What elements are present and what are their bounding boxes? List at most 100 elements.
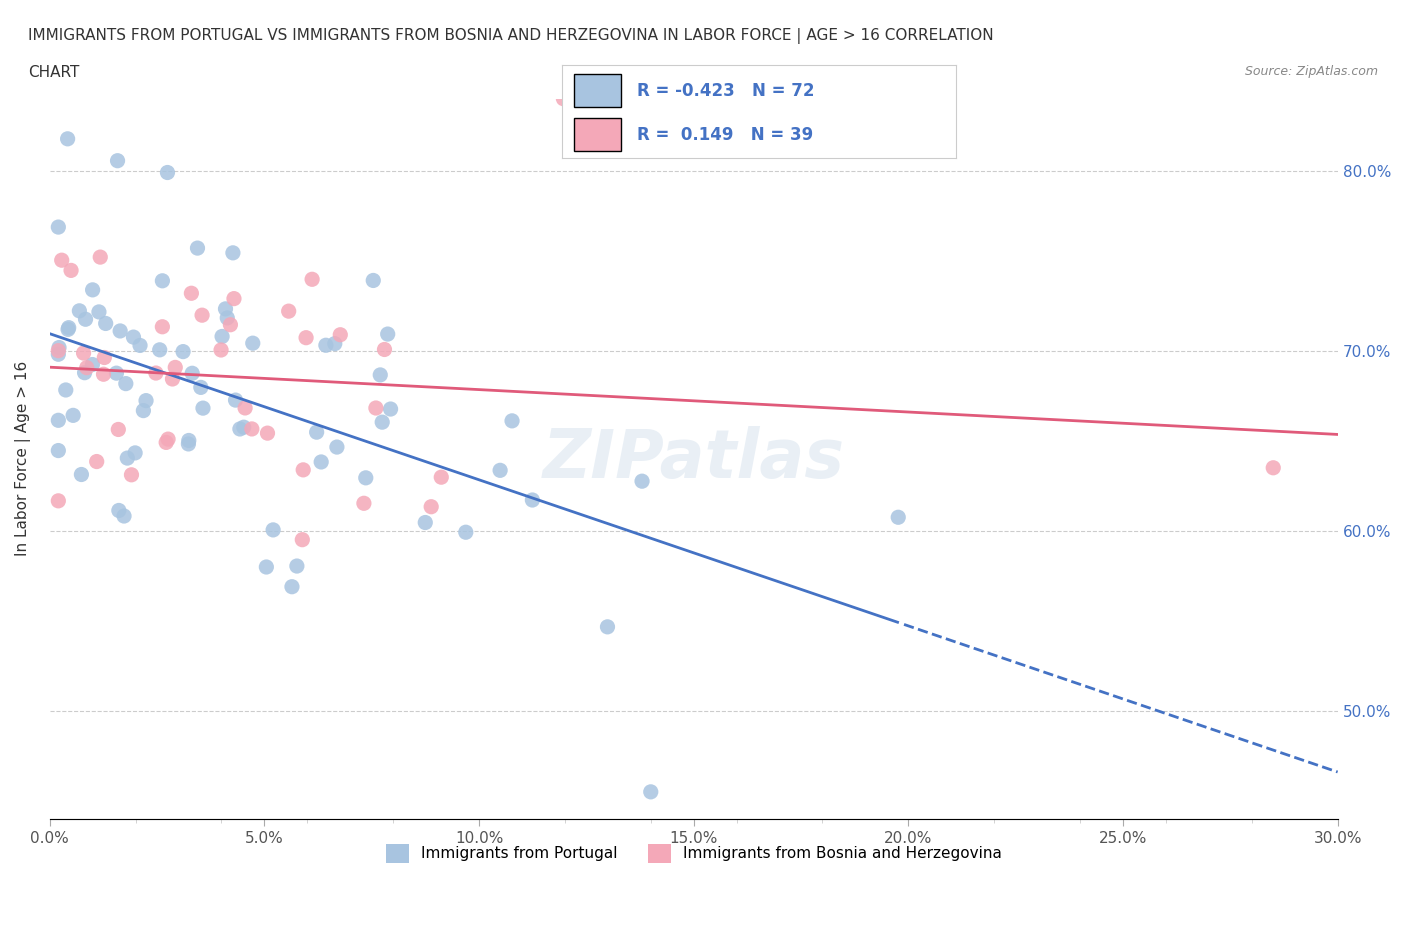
Point (162, 372, 184, 387)
Point (75, 312, 97, 326)
Point (291, 532, 314, 547)
Point (112, 509, 135, 524)
Point (46, 494, 69, 509)
Text: Source: ZipAtlas.com: Source: ZipAtlas.com (1244, 65, 1378, 78)
Point (371, 415, 394, 430)
Point (157, 432, 180, 446)
Point (301, 272, 323, 286)
Point (107, 153, 129, 168)
FancyBboxPatch shape (574, 118, 621, 151)
Point (177, 436, 200, 451)
Text: IMMIGRANTS FROM PORTUGAL VS IMMIGRANTS FROM BOSNIA AND HERZEGOVINA IN LABOR FORC: IMMIGRANTS FROM PORTUGAL VS IMMIGRANTS F… (28, 28, 994, 44)
Point (114, 376, 136, 391)
Point (277, 304, 299, 319)
Point (108, 324, 131, 339)
Point (73, 365, 96, 380)
Point (329, 327, 352, 342)
Point (87, 304, 110, 319)
Point (368, 367, 391, 382)
Point (67, 303, 90, 318)
Point (242, 336, 264, 351)
Point (93, 366, 115, 381)
Point (256, 426, 278, 441)
Point (309, 455, 332, 470)
Point (46, 343, 69, 358)
Point (46, 443, 69, 458)
Point (361, 273, 384, 288)
Point (211, 329, 233, 344)
Point (501, 414, 523, 429)
Y-axis label: In Labor Force | Age > 16: In Labor Force | Age > 16 (15, 361, 31, 556)
Point (156, 165, 179, 179)
Point (124, 445, 146, 460)
Point (553, 91, 575, 106)
Point (281, 579, 304, 594)
Point (191, 401, 214, 416)
FancyBboxPatch shape (574, 74, 621, 107)
Point (380, 402, 402, 417)
Point (149, 342, 172, 357)
Point (254, 560, 277, 575)
Point (181, 365, 204, 380)
Point (46, 219, 69, 234)
Point (222, 246, 245, 260)
Point (640, 784, 662, 799)
Point (373, 342, 395, 357)
Point (413, 515, 436, 530)
Point (145, 365, 167, 380)
Point (219, 317, 242, 332)
Text: R =  0.149   N = 39: R = 0.149 N = 39 (637, 126, 814, 144)
Point (82, 357, 104, 372)
Point (93, 350, 115, 365)
Point (262, 523, 284, 538)
Point (631, 473, 654, 488)
Point (117, 451, 139, 466)
Point (82, 283, 104, 298)
Point (454, 525, 477, 539)
Point (177, 433, 200, 448)
Point (430, 470, 453, 485)
Point (121, 468, 143, 483)
Point (305, 425, 328, 440)
Point (295, 330, 318, 345)
Point (1263, 460, 1285, 475)
Point (46, 413, 69, 428)
Point (107, 422, 129, 437)
Point (105, 365, 128, 380)
Point (56, 322, 79, 337)
Point (86, 454, 108, 469)
Point (89, 249, 111, 264)
Point (155, 435, 177, 450)
Point (152, 273, 174, 288)
Point (229, 421, 252, 436)
Point (165, 360, 187, 375)
Point (48, 340, 70, 355)
Point (150, 319, 173, 334)
Point (135, 393, 157, 408)
Text: ZIPatlas: ZIPatlas (543, 426, 845, 492)
Point (225, 392, 247, 407)
Point (58, 320, 80, 335)
Point (489, 463, 512, 478)
Point (209, 342, 232, 357)
Point (94, 316, 117, 331)
Point (222, 291, 245, 306)
Point (596, 619, 619, 634)
Point (186, 241, 208, 256)
Point (51, 253, 73, 268)
Point (292, 462, 315, 477)
Point (522, 493, 544, 508)
Point (172, 344, 194, 359)
Point (62, 408, 84, 423)
Text: CHART: CHART (28, 65, 80, 80)
Point (55, 382, 77, 397)
Point (420, 499, 443, 514)
Point (129, 338, 152, 352)
Point (70, 467, 93, 482)
Point (240, 421, 263, 436)
Point (354, 471, 377, 485)
Point (285, 559, 308, 574)
Point (353, 496, 375, 511)
Point (364, 401, 387, 416)
Point (60, 263, 83, 278)
